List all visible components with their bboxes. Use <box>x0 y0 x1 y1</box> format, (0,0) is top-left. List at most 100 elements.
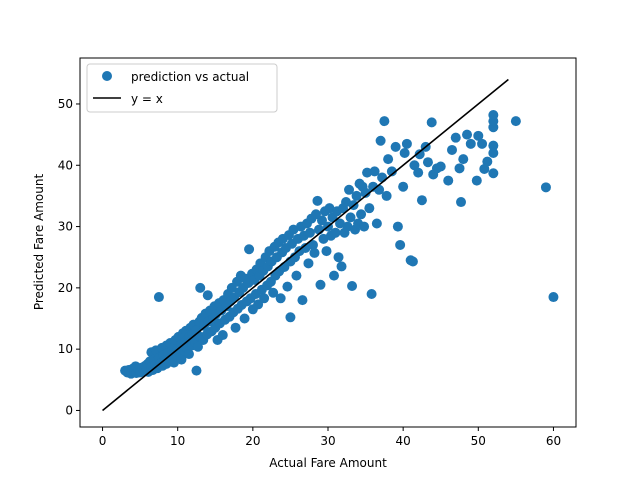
y-tick-label: 30 <box>58 220 73 234</box>
data-points <box>120 110 559 379</box>
y-tick-label: 40 <box>58 158 73 172</box>
data-point <box>383 154 394 165</box>
data-point <box>414 149 425 160</box>
data-point <box>381 190 392 201</box>
data-point <box>330 227 341 238</box>
reference-line-layer <box>102 78 509 412</box>
data-point <box>482 156 493 167</box>
data-point <box>447 144 457 155</box>
data-point <box>191 365 202 376</box>
data-point <box>268 287 279 298</box>
data-point <box>195 282 206 293</box>
data-point <box>253 299 264 310</box>
data-point <box>202 290 213 301</box>
data-point <box>310 209 321 220</box>
data-point <box>176 354 187 365</box>
x-tick-label: 30 <box>320 434 335 448</box>
data-point <box>315 279 326 290</box>
legend-label-line: y = x <box>131 92 163 106</box>
legend-box <box>86 63 278 113</box>
x-tick-label: 0 <box>99 434 107 448</box>
data-point <box>297 295 308 306</box>
data-point <box>395 239 406 250</box>
x-tick-label: 10 <box>170 434 185 448</box>
data-point <box>153 292 164 303</box>
data-point <box>443 175 454 186</box>
data-point <box>285 312 296 323</box>
data-point <box>488 168 499 179</box>
x-tick-label: 40 <box>396 434 411 448</box>
y-axis-label: Predicted Fare Amount <box>32 174 46 311</box>
data-point <box>366 288 377 299</box>
y-tick-label: 50 <box>58 97 73 111</box>
data-point <box>192 341 203 352</box>
data-point <box>488 148 499 159</box>
x-tick-label: 50 <box>471 434 486 448</box>
data-point <box>426 117 437 128</box>
data-point <box>488 110 499 121</box>
data-point <box>456 197 467 208</box>
data-point <box>409 160 420 171</box>
data-point <box>321 246 332 257</box>
data-point <box>360 187 371 198</box>
data-point <box>548 292 559 303</box>
data-point <box>333 252 344 263</box>
data-point <box>356 209 367 220</box>
data-point <box>416 195 427 206</box>
y-axis-ticks: 0 10 20 30 40 50 <box>58 97 80 417</box>
data-point <box>259 293 270 304</box>
data-point <box>345 212 356 223</box>
data-point <box>435 161 446 172</box>
data-point <box>312 195 323 206</box>
data-point <box>344 184 355 195</box>
data-point <box>342 221 353 232</box>
x-tick-label: 60 <box>546 434 561 448</box>
data-point <box>364 203 375 214</box>
data-point <box>335 218 346 229</box>
data-point <box>488 140 499 151</box>
data-point <box>217 330 228 341</box>
data-point <box>303 258 314 269</box>
data-point <box>379 116 390 127</box>
data-point <box>473 130 484 141</box>
data-point <box>399 148 410 159</box>
data-point <box>458 154 469 165</box>
data-point <box>477 138 488 149</box>
data-point <box>300 243 311 254</box>
data-point <box>329 270 340 281</box>
data-point <box>336 261 347 272</box>
data-point <box>540 182 551 193</box>
data-point <box>307 239 318 250</box>
data-point <box>239 313 250 324</box>
x-axis-label: Actual Fare Amount <box>269 456 387 470</box>
data-point <box>465 138 476 149</box>
y-tick-label: 0 <box>65 403 73 417</box>
legend: prediction vs actual y = x <box>86 63 278 113</box>
data-point <box>230 322 241 333</box>
data-point <box>471 175 482 186</box>
data-point <box>291 270 302 281</box>
data-point <box>341 197 352 208</box>
data-point <box>386 166 397 177</box>
data-point <box>413 167 424 178</box>
data-point <box>375 135 386 146</box>
data-point <box>510 116 521 127</box>
data-point <box>398 181 409 192</box>
data-point <box>407 256 418 267</box>
data-point <box>359 221 370 232</box>
data-point <box>275 293 286 304</box>
data-point <box>462 129 473 140</box>
data-point <box>351 190 362 201</box>
reference-line <box>102 78 509 412</box>
data-point <box>377 172 388 183</box>
data-point <box>401 138 412 149</box>
y-tick-label: 20 <box>58 281 73 295</box>
data-point <box>371 218 382 229</box>
data-point <box>288 224 299 235</box>
data-point <box>347 281 358 292</box>
data-point <box>282 281 293 292</box>
data-point <box>422 157 433 168</box>
data-point <box>369 166 380 177</box>
data-point <box>454 163 465 174</box>
